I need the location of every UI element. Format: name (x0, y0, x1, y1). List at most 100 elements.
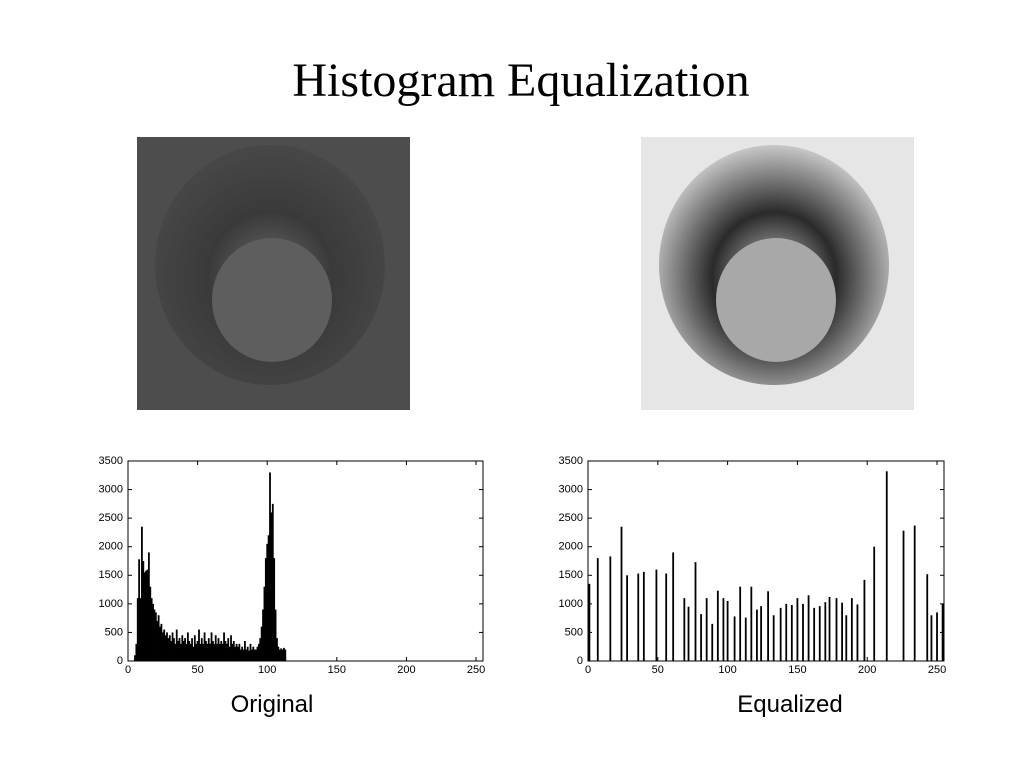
bar (147, 552, 150, 661)
bar (199, 643, 202, 661)
bar (221, 643, 224, 661)
bar (263, 586, 266, 661)
bar (153, 609, 156, 661)
bar (283, 647, 285, 661)
bar (257, 643, 260, 661)
bar (902, 530, 905, 661)
bar (166, 632, 168, 661)
bar (926, 574, 929, 661)
bar (913, 525, 916, 661)
bar (248, 650, 251, 661)
bar (807, 595, 810, 661)
y-tick-label: 2500 (559, 512, 583, 524)
bar (171, 632, 174, 661)
bar (835, 598, 838, 661)
bar (256, 646, 259, 661)
bar (168, 635, 171, 661)
bar (181, 635, 184, 661)
bar (146, 569, 149, 661)
y-tick-label: 3500 (559, 455, 583, 467)
bar (744, 617, 747, 661)
bar (756, 609, 758, 661)
x-tick-label: 50 (191, 664, 203, 676)
bar (687, 606, 690, 661)
bar (193, 635, 196, 661)
bar (779, 607, 782, 661)
bar (683, 598, 686, 661)
bar (802, 603, 804, 661)
bar (178, 638, 181, 661)
bar (796, 598, 799, 661)
bar (277, 646, 280, 661)
bar (180, 643, 182, 661)
x-tick-label: 150 (328, 664, 346, 676)
y-tick-label: 1000 (99, 598, 123, 610)
bar (267, 535, 270, 661)
bar (230, 635, 232, 661)
bar (170, 641, 173, 661)
bar (218, 643, 221, 661)
bar (214, 635, 217, 661)
bar (200, 638, 203, 661)
bar (930, 615, 933, 661)
bar (234, 646, 237, 661)
chart-caption: Original (231, 691, 314, 718)
bar (167, 638, 170, 661)
x-tick-label: 250 (467, 664, 485, 676)
bar (136, 598, 139, 661)
bar (163, 629, 166, 661)
bar (142, 561, 145, 661)
bar (241, 646, 244, 661)
y-tick-label: 1500 (99, 569, 123, 581)
y-tick-label: 1500 (559, 569, 583, 581)
bar (694, 562, 697, 661)
bar (210, 632, 213, 661)
original-photo (137, 137, 410, 410)
bar (235, 643, 238, 661)
bar (161, 632, 164, 661)
bar (284, 649, 287, 661)
bar (135, 643, 138, 661)
bar (726, 601, 729, 661)
bar (196, 641, 199, 661)
bar (642, 571, 645, 661)
y-tick-label: 0 (577, 655, 583, 667)
bar (941, 603, 944, 661)
bar (191, 638, 193, 661)
bar (841, 602, 843, 661)
bar (139, 598, 142, 661)
bar (195, 643, 198, 661)
bar (249, 643, 252, 661)
bar (160, 623, 163, 661)
y-tick-label: 3500 (99, 455, 123, 467)
bar (856, 604, 859, 661)
bar (189, 643, 192, 661)
bar (750, 586, 753, 661)
bar (217, 638, 220, 661)
bar (845, 615, 848, 661)
bar (156, 621, 159, 661)
bar (228, 646, 231, 661)
bar (177, 641, 180, 661)
bar (203, 632, 206, 661)
bar (596, 558, 599, 661)
bar (278, 649, 281, 661)
plot-frame (127, 460, 484, 662)
y-tick-label: 1000 (559, 598, 583, 610)
bar (637, 573, 640, 661)
bar (270, 512, 273, 661)
bar (264, 558, 267, 661)
bar (266, 543, 269, 661)
bar (245, 649, 248, 661)
x-tick-label: 150 (788, 664, 806, 676)
bar (198, 629, 200, 661)
bar (620, 526, 623, 661)
y-tick-label: 3000 (99, 483, 123, 495)
bar (259, 638, 262, 661)
bar (225, 643, 228, 661)
x-tick-label: 200 (858, 664, 876, 676)
x-tick-label: 250 (928, 664, 946, 676)
x-tick-label: 0 (125, 664, 131, 676)
bar (185, 643, 188, 661)
